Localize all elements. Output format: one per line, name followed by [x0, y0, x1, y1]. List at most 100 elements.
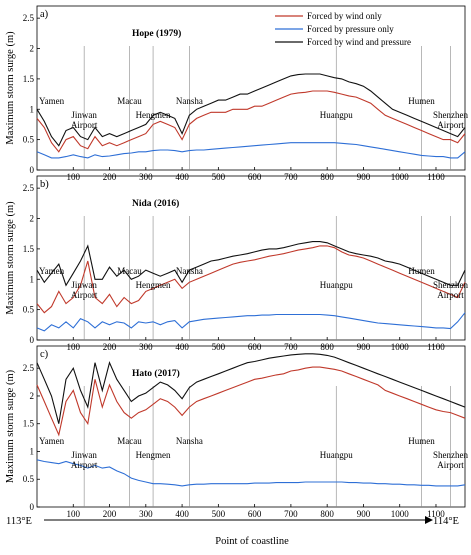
- location-label: Hengmen: [136, 110, 171, 120]
- location-label: Humen: [408, 96, 435, 106]
- location-label: Nansha: [176, 96, 203, 106]
- x-tick-label: 400: [175, 509, 189, 519]
- series-line-1: [36, 245, 466, 314]
- location-label: Jinwan Airport: [71, 450, 98, 470]
- plot-frame: [36, 345, 466, 508]
- y-tick-label: 0: [30, 335, 35, 345]
- x-tick-label: 300: [139, 172, 153, 182]
- location-label: Huangpu: [320, 110, 353, 120]
- location-label-line: Airport: [71, 290, 98, 300]
- location-label: Shenzhen Airport: [433, 110, 468, 130]
- panel-letter: b): [40, 179, 49, 190]
- x-tick-label: 600: [248, 342, 262, 352]
- y-axis-label: Maximum storm surge (m): [5, 201, 16, 315]
- x-tick-label: 1100: [427, 172, 445, 182]
- location-label: Nansha: [176, 266, 203, 276]
- y-axis-label: Maximum storm surge (m): [5, 369, 16, 483]
- y-tick-label: 1.5: [23, 74, 35, 84]
- location-label-line: Airport: [437, 460, 464, 470]
- panel-2: 0 0.5 1 1.5 2 2.5 100 200 300 400 500 600 700 800 900 1…: [5, 175, 468, 352]
- location-label: Macau: [117, 96, 142, 106]
- x-tick-label: 900: [357, 509, 371, 519]
- location-label: Jinwan Airport: [71, 280, 98, 300]
- x-tick-label: 600: [248, 509, 262, 519]
- x-tick-label: 400: [175, 342, 189, 352]
- location-label-line: Airport: [437, 290, 464, 300]
- y-tick-label: 2: [30, 391, 35, 401]
- y-tick-label: 1.5: [23, 244, 35, 254]
- x-tick-label: 1000: [391, 342, 410, 352]
- location-label: Macau: [117, 436, 142, 446]
- location-label-line: Shenzhen: [433, 280, 468, 290]
- location-label: Huangpu: [320, 450, 353, 460]
- y-axis-label: Maximum storm surge (m): [5, 31, 16, 145]
- legend-label-3: Forced by wind and pressure: [307, 37, 411, 47]
- location-label: Humen: [408, 266, 435, 276]
- x-tick-label: 300: [139, 342, 153, 352]
- location-label-line: Airport: [437, 120, 464, 130]
- location-label-line: Jinwan: [71, 280, 97, 290]
- panel-title: Hope (1979): [132, 28, 181, 39]
- location-label-line: Jinwan: [71, 110, 97, 120]
- location-label: Humen: [408, 436, 435, 446]
- x-tick-label: 100: [67, 172, 81, 182]
- y-tick-label: 1.5: [23, 419, 35, 429]
- x-tick-label: 200: [103, 342, 117, 352]
- y-tick-label: 0.5: [23, 474, 35, 484]
- y-tick-label: 1: [30, 446, 35, 456]
- location-label: Yamen: [39, 436, 65, 446]
- x-start-label: 113°E: [6, 516, 32, 527]
- y-tick-label: 2.5: [23, 13, 35, 23]
- x-tick-label: 400: [175, 172, 189, 182]
- y-tick-label: 0: [30, 502, 35, 512]
- x-tick-label: 800: [320, 172, 334, 182]
- y-tick-label: 1: [30, 274, 35, 284]
- x-tick-label: 500: [212, 172, 226, 182]
- x-tick-label: 1000: [391, 509, 410, 519]
- panel-title: Nida (2016): [132, 198, 179, 209]
- panel-title: Hato (2017): [132, 368, 180, 379]
- y-tick-label: 2: [30, 44, 35, 54]
- panel-3: 0 0.5 1 1.5 2 2.5 100 200 300 400 500 600 700 800 900 1…: [5, 345, 468, 519]
- plot-frame: [36, 175, 466, 341]
- location-label-line: Shenzhen: [433, 110, 468, 120]
- location-label-line: Airport: [71, 120, 98, 130]
- y-tick-label: 1: [30, 104, 35, 114]
- bottom-axis-group: 113°E 114°E Point of coastline: [6, 516, 459, 547]
- x-tick-label: 900: [357, 342, 371, 352]
- series-line-3: [36, 353, 466, 424]
- x-tick-label: 300: [139, 509, 153, 519]
- legend-label-2: Forced by pressure only: [307, 24, 394, 34]
- x-tick-label: 700: [284, 509, 298, 519]
- y-tick-label: 2: [30, 214, 35, 224]
- location-label: Yamen: [39, 96, 65, 106]
- location-label: Huangpu: [320, 280, 353, 290]
- x-tick-label: 700: [284, 342, 298, 352]
- location-label: Yamen: [39, 266, 65, 276]
- series-line-2: [36, 142, 466, 159]
- x-tick-label: 500: [212, 509, 226, 519]
- x-end-label: 114°E: [433, 516, 459, 527]
- location-label: Hengmen: [136, 450, 171, 460]
- x-tick-label: 800: [320, 509, 334, 519]
- panel-letter: c): [40, 349, 49, 360]
- x-arrow-head: [425, 516, 433, 524]
- series-line-1: [36, 90, 466, 153]
- location-label: Shenzhen Airport: [433, 450, 468, 470]
- location-label: Nansha: [176, 436, 203, 446]
- location-label: Macau: [117, 266, 142, 276]
- x-axis-label: Point of coastline: [215, 536, 289, 547]
- location-label-line: Jinwan: [71, 450, 97, 460]
- y-tick-label: 0: [30, 165, 35, 175]
- y-tick-label: 2.5: [23, 183, 35, 193]
- x-tick-label: 100: [67, 342, 81, 352]
- series-line-3: [36, 73, 466, 147]
- x-tick-label: 200: [103, 509, 117, 519]
- x-tick-label: 200: [103, 172, 117, 182]
- location-label: Shenzhen Airport: [433, 280, 468, 300]
- location-label: Jinwan Airport: [71, 110, 98, 130]
- series-line-3: [36, 241, 466, 287]
